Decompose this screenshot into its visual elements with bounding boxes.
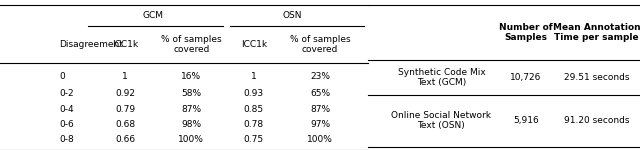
Text: 0-4: 0-4 — [59, 105, 74, 114]
Text: 91.20 seconds: 91.20 seconds — [564, 116, 629, 125]
Text: Online Social Network
Text (OSN): Online Social Network Text (OSN) — [392, 111, 492, 130]
Text: 0.66: 0.66 — [115, 135, 135, 144]
Text: 16%: 16% — [181, 72, 202, 81]
Text: 29.51 seconds: 29.51 seconds — [564, 73, 629, 82]
Text: OSN: OSN — [283, 11, 302, 20]
Text: 0.79: 0.79 — [115, 105, 135, 114]
Text: Disagreement: Disagreement — [59, 40, 123, 49]
Text: 0-6: 0-6 — [59, 120, 74, 129]
Text: ICC1k: ICC1k — [112, 40, 138, 49]
Text: 97%: 97% — [310, 120, 330, 129]
Text: % of samples
covered: % of samples covered — [161, 34, 221, 54]
Text: 0: 0 — [59, 72, 65, 81]
Text: 0.75: 0.75 — [244, 135, 264, 144]
Text: 10,726: 10,726 — [510, 73, 541, 82]
Text: 98%: 98% — [181, 120, 202, 129]
Text: 1: 1 — [251, 72, 257, 81]
Text: % of samples
covered: % of samples covered — [290, 34, 351, 54]
Text: 65%: 65% — [310, 88, 330, 98]
Text: GCM: GCM — [142, 11, 163, 20]
Text: 100%: 100% — [307, 135, 333, 144]
Text: Mean Annotation
Time per sample: Mean Annotation Time per sample — [553, 22, 640, 42]
Text: 87%: 87% — [181, 105, 202, 114]
Text: Number of
Samples: Number of Samples — [499, 22, 552, 42]
Text: 0-8: 0-8 — [59, 135, 74, 144]
Text: 1: 1 — [122, 72, 128, 81]
Text: 100%: 100% — [179, 135, 204, 144]
Text: 0.68: 0.68 — [115, 120, 135, 129]
Text: 0.93: 0.93 — [244, 88, 264, 98]
Text: 0.85: 0.85 — [244, 105, 264, 114]
Text: 87%: 87% — [310, 105, 330, 114]
Text: 0-2: 0-2 — [59, 88, 74, 98]
Text: 0.92: 0.92 — [115, 88, 135, 98]
Text: 0.78: 0.78 — [244, 120, 264, 129]
Text: Synthetic Code Mix
Text (GCM): Synthetic Code Mix Text (GCM) — [397, 68, 485, 87]
Text: 23%: 23% — [310, 72, 330, 81]
Text: ICC1k: ICC1k — [241, 40, 267, 49]
Text: 5,916: 5,916 — [513, 116, 539, 125]
Text: 58%: 58% — [181, 88, 202, 98]
